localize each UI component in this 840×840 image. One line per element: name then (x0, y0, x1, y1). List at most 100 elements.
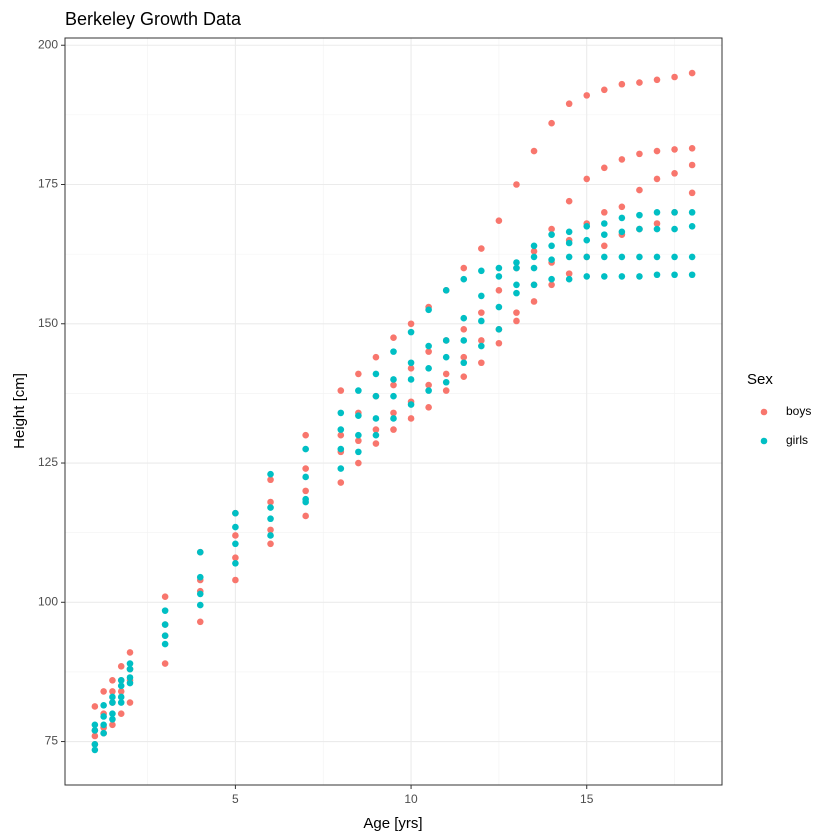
data-point (390, 415, 397, 422)
data-point (109, 688, 116, 695)
data-point (355, 459, 362, 467)
data-point (267, 532, 274, 539)
data-point (267, 515, 274, 523)
data-point (267, 498, 274, 506)
data-point (372, 415, 380, 422)
data-point (390, 334, 397, 341)
data-point (425, 365, 432, 372)
data-point (267, 540, 274, 548)
data-point (495, 339, 503, 347)
data-point (126, 679, 134, 687)
data-point (548, 256, 555, 264)
data-point (91, 746, 99, 754)
data-point (302, 512, 309, 520)
data-point (372, 353, 380, 361)
data-point (636, 150, 643, 158)
data-point (513, 181, 520, 188)
data-point (355, 437, 362, 445)
data-point (407, 376, 415, 383)
data-point (478, 342, 485, 350)
data-point (636, 79, 643, 86)
data-point (688, 253, 696, 261)
x-tick-label: 15 (580, 792, 594, 806)
data-point (161, 593, 169, 601)
data-point (460, 275, 468, 283)
data-point (196, 573, 204, 581)
data-point (232, 509, 239, 517)
data-point (372, 431, 380, 439)
data-point (390, 348, 397, 355)
data-point (302, 465, 309, 472)
data-point (372, 426, 380, 433)
data-point (636, 186, 643, 194)
y-tick-label: 75 (45, 734, 59, 748)
legend-key (760, 408, 768, 416)
data-point (688, 222, 696, 230)
data-point (671, 253, 678, 261)
data-point (355, 412, 362, 419)
data-point (161, 660, 169, 667)
data-point (126, 699, 134, 706)
data-point (407, 320, 415, 328)
data-point (671, 146, 678, 153)
data-point (688, 69, 696, 77)
data-point (548, 119, 555, 127)
data-point (583, 236, 591, 244)
data-point (601, 273, 608, 280)
data-point (425, 348, 432, 355)
data-point (478, 292, 485, 300)
data-point (126, 660, 134, 667)
data-point (267, 526, 274, 534)
data-point (495, 287, 503, 294)
data-point (601, 220, 608, 227)
data-point (583, 273, 591, 280)
data-point (653, 253, 661, 261)
data-point (109, 721, 116, 729)
data-point (232, 532, 239, 539)
data-point (161, 621, 169, 628)
data-point (117, 682, 125, 690)
data-point (390, 409, 397, 417)
data-point (513, 317, 520, 325)
data-point (161, 640, 169, 648)
data-point (513, 309, 520, 316)
data-point (117, 663, 125, 670)
data-point (161, 632, 169, 640)
data-point (91, 703, 99, 710)
data-point (117, 688, 125, 695)
data-point (565, 228, 573, 236)
data-point (109, 710, 116, 717)
data-point (688, 161, 696, 169)
y-tick-label: 200 (38, 37, 58, 51)
data-point (109, 699, 116, 706)
y-tick-label: 150 (38, 316, 58, 330)
data-point (618, 253, 626, 261)
data-point (100, 729, 107, 737)
data-point (636, 273, 643, 280)
data-point (100, 702, 107, 709)
data-point (618, 156, 626, 163)
data-point (653, 225, 661, 233)
data-point (671, 271, 678, 279)
data-point (636, 225, 643, 233)
data-point (91, 721, 99, 729)
data-point (196, 590, 204, 598)
data-point (355, 370, 362, 378)
data-point (478, 337, 485, 344)
data-point (126, 665, 134, 673)
data-point (372, 392, 380, 400)
data-point (425, 404, 432, 411)
data-point (495, 303, 503, 311)
data-point (100, 721, 107, 729)
data-point (390, 426, 397, 433)
data-point (565, 239, 573, 247)
data-point (478, 317, 485, 325)
data-point (688, 209, 696, 216)
data-point (530, 264, 538, 272)
x-tick-label: 10 (404, 792, 418, 806)
data-point (390, 381, 397, 389)
data-point (583, 222, 591, 230)
data-point (425, 306, 432, 314)
data-point (478, 245, 485, 252)
data-point (302, 498, 309, 506)
